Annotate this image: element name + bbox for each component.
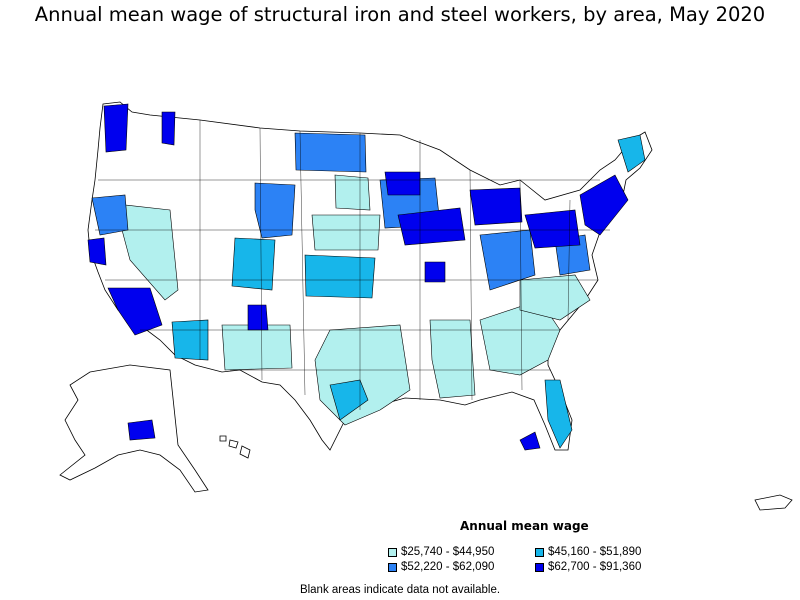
- legend-label-tier-3: $52,220 - $62,090: [401, 561, 495, 573]
- puerto-rico-outline: [754, 494, 793, 511]
- wage-tier-1-regions: [121, 174, 591, 426]
- wage-tier-4-regions: [87, 103, 629, 451]
- legend-label-tier-1: $25,740 - $44,950: [401, 546, 495, 558]
- legend-swatch-tier-2: [535, 547, 544, 557]
- hawaii-islands: [219, 435, 251, 459]
- legend-title: Annual mean wage: [460, 519, 589, 533]
- legend-item-tier-1: $25,740 - $44,950: [388, 545, 494, 559]
- legend: $25,740 - $44,950 $45,160 - $51,890 $52,…: [388, 545, 688, 575]
- legend-swatch-tier-4: [535, 562, 544, 572]
- legend-item-tier-3: $52,220 - $62,090: [388, 560, 494, 574]
- legend-label-tier-4: $62,700 - $91,360: [548, 561, 642, 573]
- page-title: Annual mean wage of structural iron and …: [34, 3, 766, 26]
- legend-item-tier-2: $45,160 - $51,890: [535, 545, 641, 559]
- footnote: Blank areas indicate data not available.: [299, 584, 501, 596]
- legend-item-tier-4: $62,700 - $91,360: [535, 560, 641, 574]
- legend-swatch-tier-1: [388, 547, 397, 557]
- area-boundaries: [95, 120, 610, 410]
- legend-swatch-tier-3: [388, 562, 397, 572]
- wage-tier-2-regions: [171, 134, 646, 449]
- legend-label-tier-2: $45,160 - $51,890: [548, 546, 642, 558]
